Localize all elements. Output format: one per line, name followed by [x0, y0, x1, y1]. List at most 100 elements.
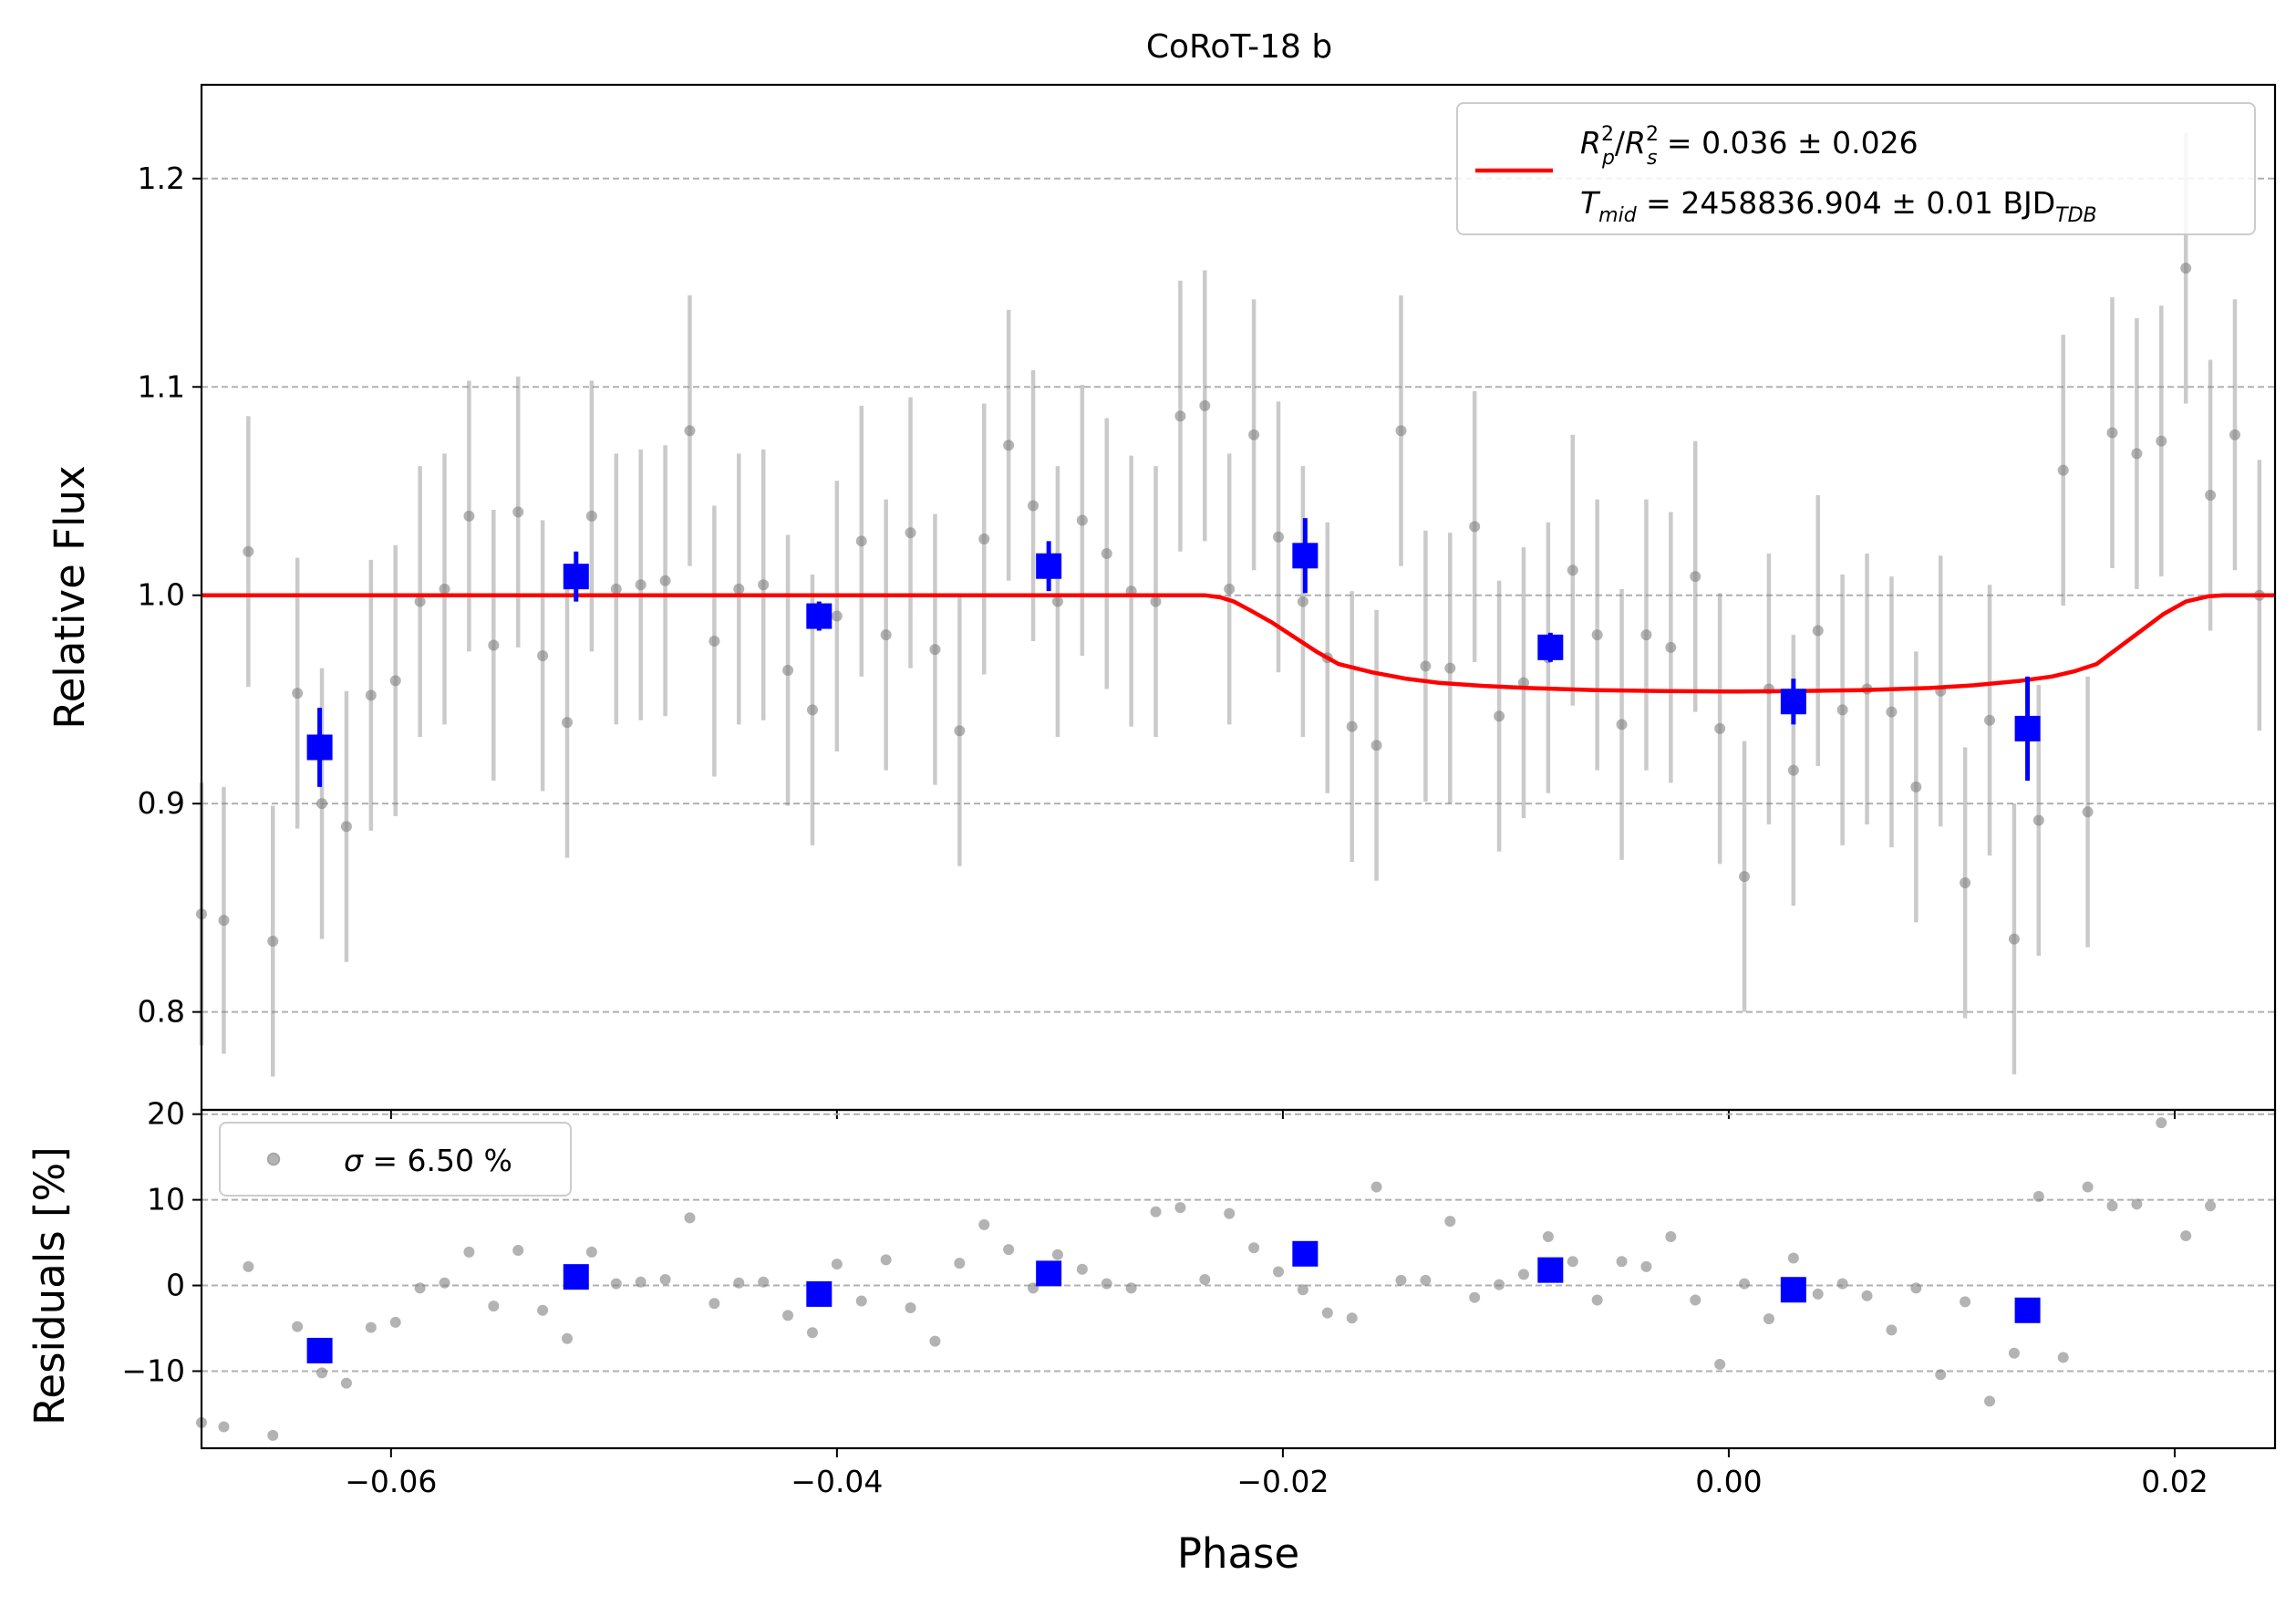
residual-point	[684, 1212, 696, 1224]
residual-point	[1101, 1278, 1112, 1290]
raw-point	[1248, 429, 1260, 440]
residual-point	[1690, 1294, 1701, 1306]
residual-point	[2131, 1198, 2143, 1210]
raw-point	[1567, 565, 1578, 576]
residual-point	[2180, 1230, 2192, 1242]
top-raw-points	[196, 263, 2265, 947]
residual-point	[1051, 1249, 1063, 1260]
residual-point	[488, 1300, 500, 1312]
raw-point	[2205, 490, 2217, 502]
residual-point	[340, 1377, 352, 1389]
binned-residual-point	[1537, 1257, 1564, 1283]
residual-point	[659, 1273, 671, 1285]
bottom-legend-box	[219, 1122, 572, 1197]
residual-point	[1836, 1278, 1848, 1290]
raw-point	[831, 610, 843, 622]
raw-point	[365, 689, 377, 701]
residual-point	[218, 1421, 230, 1433]
x-tick-label: −0.04	[791, 1464, 883, 1499]
raw-point	[733, 583, 745, 595]
raw-point	[1494, 710, 1505, 722]
raw-point	[684, 425, 696, 437]
raw-point	[782, 664, 794, 676]
raw-point	[659, 575, 671, 586]
top-binned-points	[306, 518, 2041, 787]
raw-point	[292, 688, 304, 699]
residual-point	[1076, 1263, 1088, 1275]
raw-point	[1370, 740, 1382, 751]
binned-point	[1537, 634, 1564, 660]
residual-point	[610, 1278, 622, 1290]
raw-point	[2106, 427, 2118, 439]
residual-point	[733, 1277, 745, 1289]
residual-point	[1517, 1269, 1529, 1280]
residual-point	[1886, 1324, 1898, 1336]
raw-point	[389, 675, 401, 687]
raw-point	[1297, 596, 1308, 607]
raw-point	[1444, 662, 1456, 674]
binned-residual-point	[1292, 1240, 1319, 1267]
raw-point	[954, 725, 966, 737]
residual-point	[1150, 1206, 1162, 1217]
raw-point	[2131, 448, 2143, 460]
raw-point	[1836, 704, 1848, 716]
residual-point	[537, 1304, 549, 1316]
residual-point	[1297, 1284, 1308, 1296]
raw-point	[267, 935, 279, 947]
raw-point	[243, 545, 254, 557]
residual-point	[1199, 1273, 1211, 1285]
bottom-y-tick-label: 0	[166, 1268, 185, 1303]
residual-point	[1739, 1278, 1751, 1290]
raw-point	[1665, 641, 1677, 653]
raw-point	[1101, 548, 1112, 560]
raw-point	[1395, 425, 1407, 437]
residual-point	[1125, 1282, 1137, 1294]
raw-point	[1174, 410, 1186, 422]
residual-point	[1665, 1231, 1677, 1243]
residual-point	[1567, 1256, 1578, 1268]
raw-point	[1469, 521, 1481, 533]
binned-point	[1292, 543, 1319, 569]
residual-point	[1321, 1307, 1333, 1319]
raw-point	[340, 821, 352, 833]
residual-point	[880, 1254, 892, 1266]
bottom-x-ticks: −0.06 −0.04 −0.02 0.00 0.02	[345, 1448, 2208, 1499]
residual-point	[2032, 1190, 2044, 1202]
bottom-legend-marker	[266, 1152, 281, 1166]
raw-point	[1028, 500, 1039, 512]
x-tick-label: 0.00	[1695, 1464, 1762, 1499]
raw-point	[1076, 514, 1088, 526]
top-y-tick-label: 1.2	[138, 161, 185, 196]
raw-point	[1640, 629, 1652, 641]
residual-point	[758, 1276, 770, 1288]
bottom-y-tick-label: −10	[121, 1352, 185, 1388]
residual-point	[292, 1321, 304, 1332]
raw-point	[1420, 660, 1432, 672]
raw-point	[978, 534, 990, 545]
raw-point	[610, 583, 622, 595]
residual-point	[1346, 1312, 1358, 1324]
residual-point	[243, 1260, 254, 1272]
raw-point	[218, 915, 230, 927]
residual-point	[463, 1246, 475, 1258]
residual-point	[782, 1310, 794, 1321]
raw-point	[1150, 596, 1162, 607]
residual-point	[562, 1332, 574, 1344]
residual-point	[1763, 1313, 1774, 1325]
top-y-tick-label: 1.0	[138, 577, 185, 613]
x-axis-label: Phase	[1177, 1529, 1299, 1578]
binned-point	[1780, 689, 1806, 715]
raw-point	[758, 579, 770, 591]
residual-point	[2106, 1200, 2118, 1212]
bottom-legend: σ = 6.50 %	[219, 1122, 572, 1197]
binned-residual-point	[306, 1337, 333, 1363]
bottom-y-tick-label: 20	[147, 1096, 185, 1132]
binned-point	[2014, 715, 2041, 741]
residual-point	[1224, 1207, 1236, 1219]
top-y-tick-label: 1.1	[138, 368, 185, 404]
residual-point	[389, 1316, 401, 1328]
raw-point	[439, 583, 450, 595]
residual-point	[1616, 1256, 1628, 1268]
raw-point	[2008, 933, 2020, 945]
